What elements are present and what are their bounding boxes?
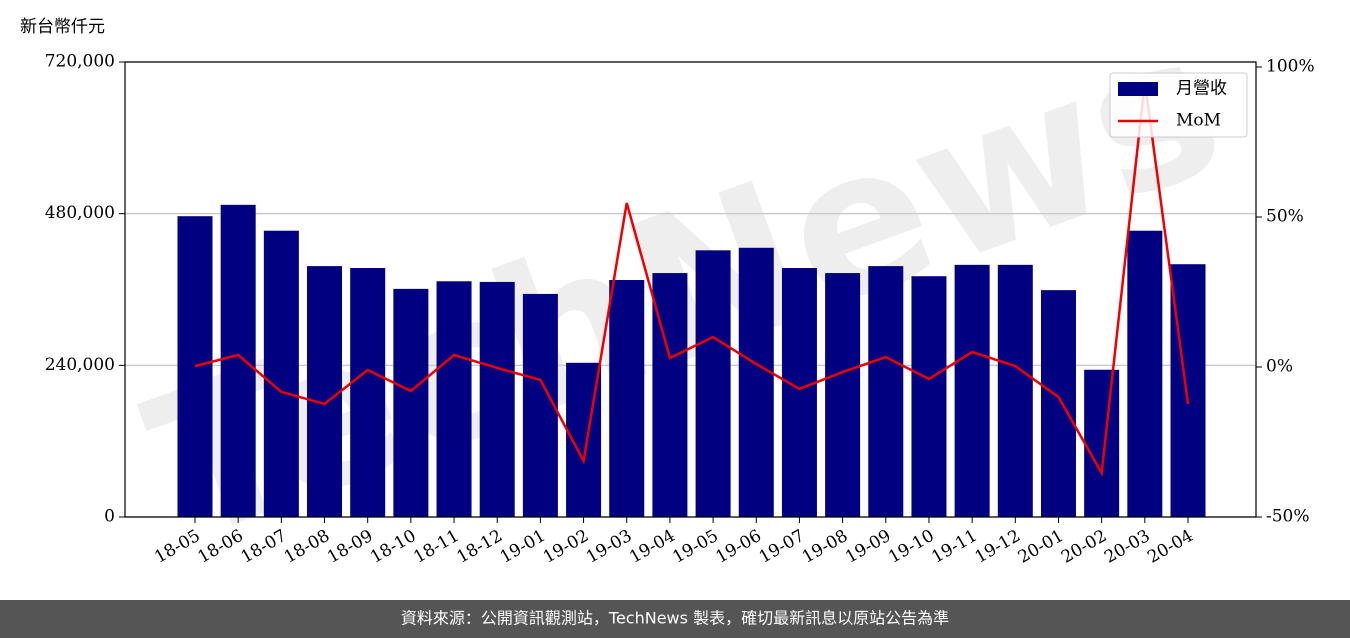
bar	[738, 247, 774, 517]
bar	[1170, 264, 1206, 517]
y2-tick-label: 50%	[1266, 207, 1304, 227]
bar	[868, 266, 904, 517]
bar	[609, 280, 645, 517]
bar	[1084, 369, 1120, 517]
bar	[522, 293, 558, 517]
x-tick-label: 20-04	[1144, 526, 1196, 568]
footer: 資料來源：公開資訊觀測站，TechNews 製表，確切最新訊息以原站公告為準	[401, 609, 949, 628]
x-tick-label: 19-11	[928, 526, 980, 568]
x-tick-label: 20-01	[1015, 526, 1067, 568]
x-tick-label: 19-12	[972, 526, 1024, 568]
x-tick-label: 19-04	[626, 526, 678, 568]
bar	[954, 264, 990, 517]
x-tick-label: 19-02	[540, 526, 592, 568]
line	[194, 81, 1190, 477]
bar	[695, 250, 731, 517]
y-tick-label: 720,000	[45, 52, 115, 72]
x-tick-label: 20-02	[1058, 526, 1110, 568]
bar	[177, 216, 213, 517]
bar	[781, 268, 817, 517]
x-tick-label: 19-03	[583, 526, 635, 568]
y-tick-label: 480,000	[45, 203, 115, 223]
legend-swatch	[1118, 82, 1158, 96]
bar	[393, 288, 429, 517]
legend-label: MoM	[1176, 111, 1221, 131]
y2-tick-label: -50%	[1266, 507, 1310, 527]
x-tick-label: 18-11	[410, 526, 462, 568]
y-tick-label: 0	[104, 507, 115, 527]
bar	[263, 230, 299, 517]
x-tick-label: 19-06	[713, 526, 765, 568]
legend-label: 月營收	[1176, 79, 1227, 99]
bar	[997, 264, 1033, 517]
bar	[436, 281, 472, 517]
y2-tick-label: 0%	[1266, 357, 1293, 377]
bar	[911, 276, 947, 517]
x-tick-label: 19-05	[669, 526, 721, 568]
x-tick-label: 18-10	[367, 526, 419, 568]
plot-frame	[124, 61, 1257, 518]
x-tick-label: 19-09	[842, 526, 894, 568]
x-tick-label: 19-10	[885, 526, 937, 568]
x-tick-label: 19-08	[799, 526, 851, 568]
y-axis-label: 新台幣仟元	[20, 17, 105, 37]
bar	[479, 281, 515, 517]
bar	[1040, 290, 1076, 517]
bar	[307, 266, 343, 517]
footer-bar	[0, 600, 1350, 638]
x-tick-label: 19-01	[497, 526, 549, 568]
x-tick-label: 19-07	[756, 526, 808, 568]
bar	[220, 204, 256, 517]
bar	[825, 273, 861, 517]
x-tick-label: 18-12	[454, 526, 506, 568]
y-tick-label: 240,000	[45, 355, 115, 375]
bar	[350, 268, 386, 517]
bar	[1127, 230, 1163, 517]
y2-tick-label: 100%	[1266, 57, 1315, 77]
x-tick-label: 20-03	[1101, 526, 1153, 568]
